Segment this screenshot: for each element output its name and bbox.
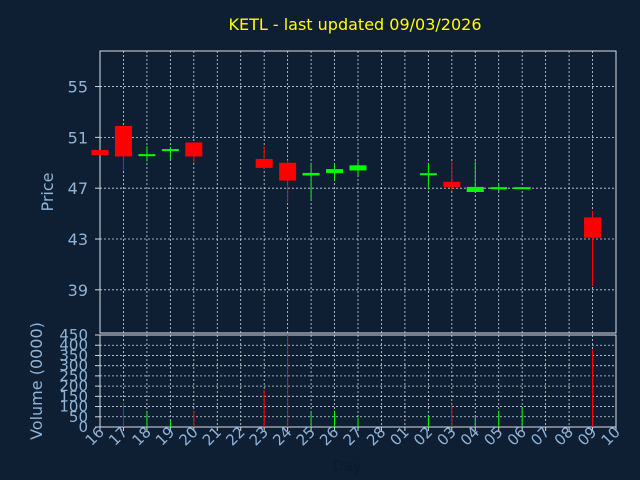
grid [99,51,617,428]
volume-tick-label: 400 [59,336,88,354]
price-axis: 55 51 47 43 39 [68,78,100,300]
volume-tick-label: 150 [59,387,88,405]
y-axis-label: Price [38,172,57,211]
candle-body [161,149,179,152]
volume-tick-label: 100 [59,398,88,416]
volume-tick-label: 250 [59,367,88,385]
candle-body [326,169,344,173]
candle-body [513,187,531,190]
price-tick-label: 47 [68,179,88,198]
volume-bars [122,335,594,427]
volume-tick-label: 350 [59,346,88,364]
candle-body [419,173,437,176]
candle-body [443,181,461,187]
candle-body [185,142,203,157]
volume-tick-label: 0 [78,418,88,436]
candle-body [91,150,109,156]
price-panel-frame [99,50,617,334]
candle-body [349,165,367,171]
candles [91,125,602,286]
volume-tick-label: 450 [59,326,88,344]
chart-title: KETL - last updated 09/03/2026 [228,15,481,34]
volume-tick-label: 50 [69,408,88,426]
x-axis-label: Day [332,457,362,475]
candle-body [114,125,132,157]
candle-body [138,154,156,157]
price-tick-label: 51 [68,128,88,147]
price-tick-label: 39 [68,281,88,300]
price-tick-label: 43 [68,230,88,249]
volume-tick-label: 300 [59,357,88,375]
day-axis: 1617181920212223242526272801020304050607… [82,423,624,449]
candle-body [302,172,320,176]
price-tick-label: 55 [68,78,88,97]
candle-body [255,158,273,168]
candle-body [279,162,297,181]
volume-tick-label: 200 [59,377,88,395]
volume-axis-label: Volume (0000) [27,322,46,440]
candle-body [584,217,602,238]
candle-body [466,186,484,192]
candle-body [490,187,508,190]
